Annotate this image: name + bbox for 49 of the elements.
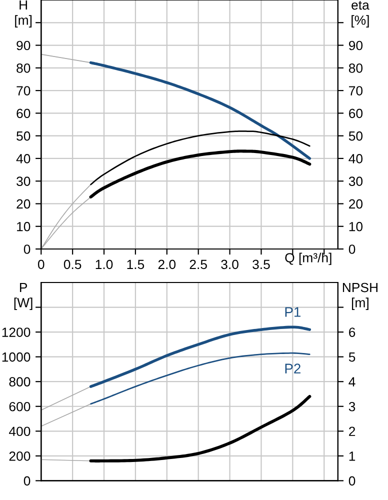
x-tick-label: 3.5 (252, 260, 270, 270)
series-label: P1 (285, 307, 300, 317)
y2-tick-label: 90 (348, 40, 363, 50)
y-tick-label: 30 (16, 176, 30, 186)
y-tick-label: 800 (9, 377, 30, 387)
y2-tick-label: 2 (349, 426, 356, 436)
x-tick-label: 3.0 (221, 260, 238, 270)
y2-tick-label: 0 (348, 476, 356, 486)
y-tick-label: 70 (16, 86, 30, 96)
y-tick-label: 40 (16, 154, 30, 164)
y2-tick-label: 50 (348, 131, 363, 141)
y2-tick-label: 10 (349, 222, 363, 232)
y2-tick-label: 1 (349, 452, 356, 461)
x-tick-label: 0 (38, 260, 44, 270)
y-tick-label: 10 (17, 222, 30, 232)
y-tick-label: 0 (24, 244, 30, 254)
y2-tick-label: 20 (349, 199, 363, 209)
x-tick-label: 1.0 (96, 260, 113, 270)
y-tick-label: 200 (9, 451, 30, 461)
y2-tick-label: 3 (348, 402, 356, 412)
y-tick-label: 20 (16, 199, 30, 209)
y2-tick-label: 6 (349, 328, 356, 337)
y-axis-title: P [W] (14, 282, 32, 310)
x-tick-label: 1.5 (127, 260, 144, 270)
y2-tick-label: 0 (348, 244, 356, 254)
y-tick-label: 1200 (2, 328, 30, 337)
y-tick-label: 50 (16, 131, 30, 141)
y-tick-label: 600 (9, 402, 30, 412)
y-axis-title: H [m] (15, 0, 32, 28)
x-tick-label: 2.0 (158, 260, 176, 270)
y2-tick-label: 5 (348, 352, 356, 362)
y2-tick-label: 80 (348, 63, 363, 73)
y2-axis-title: NPSH [m] (342, 282, 378, 310)
y-tick-label: 1000 (2, 352, 30, 362)
y2-tick-label: 30 (348, 176, 363, 186)
x-tick-label: 0.5 (64, 260, 82, 270)
y-tick-label: 90 (16, 40, 30, 50)
y-tick-label: 80 (16, 63, 30, 73)
series-label: P2 (285, 364, 300, 374)
y2-axis-title: eta [%] (352, 1, 370, 28)
x-tick-label: 2.5 (190, 260, 207, 270)
y-tick-label: 400 (9, 426, 30, 436)
y2-tick-label: 4 (348, 377, 356, 386)
y-tick-label: 60 (16, 108, 30, 118)
x-axis-title: Q [m³/h] (285, 252, 332, 266)
y2-tick-label: 40 (348, 154, 363, 164)
y2-tick-label: 70 (349, 86, 363, 96)
y-tick-label: 0 (24, 476, 30, 486)
y2-tick-label: 60 (349, 108, 363, 118)
